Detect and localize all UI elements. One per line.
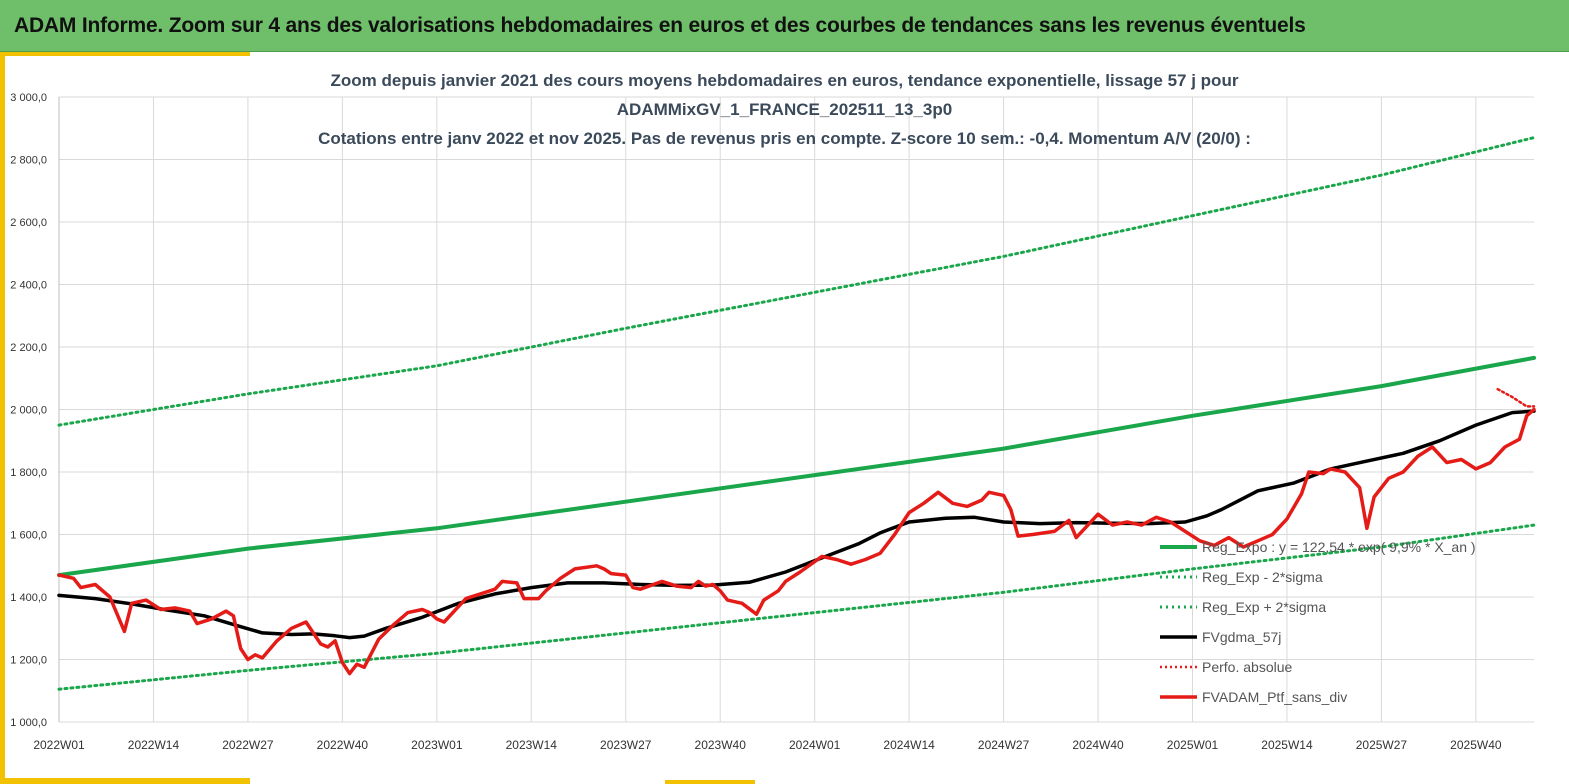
x-tick-label: 2025W14 — [1261, 738, 1313, 752]
x-tick-label: 2025W01 — [1167, 738, 1219, 752]
legend: Reg_Expo : y = 122,54 * exp( 9,9% * X_an… — [1160, 539, 1476, 705]
y-tick-label: 2 200,0 — [10, 342, 47, 354]
series-line-5 — [57, 407, 1536, 676]
y-tick-label: 2 600,0 — [10, 217, 47, 229]
x-tick-label: 2025W40 — [1450, 738, 1502, 752]
series-line-0 — [57, 355, 1536, 578]
series-line-1 — [57, 523, 1536, 691]
x-tick-label: 2023W27 — [600, 738, 652, 752]
x-tick-label: 2022W27 — [222, 738, 274, 752]
y-tick-label: 2 000,0 — [10, 405, 47, 417]
x-tick-label: 2022W14 — [128, 738, 180, 752]
x-tick-label: 2022W01 — [33, 738, 85, 752]
header-bar: ADAM Informe. Zoom sur 4 ans des valoris… — [0, 0, 1569, 52]
chart-title-line-1: Zoom depuis janvier 2021 des cours moyen… — [330, 71, 1239, 90]
y-tick-label: 3 000,0 — [10, 92, 47, 104]
y-tick-label: 2 800,0 — [10, 155, 47, 167]
legend-label-0: Reg_Expo : y = 122,54 * exp( 9,9% * X_an… — [1202, 539, 1476, 555]
y-tick-label: 1 600,0 — [10, 530, 47, 542]
x-tick-label: 2024W01 — [789, 738, 841, 752]
y-tick-label: 1 400,0 — [10, 592, 47, 604]
header-title: ADAM Informe. Zoom sur 4 ans des valoris… — [14, 14, 1306, 37]
x-tick-label: 2022W40 — [317, 738, 369, 752]
legend-label-5: FVADAM_Ptf_sans_div — [1202, 689, 1347, 705]
horizontal-gridlines — [59, 96, 1534, 723]
x-axis-ticks: 2022W01 2022W14 2022W27 2022W40 2023W01 2023W… — [33, 738, 1502, 752]
legend-label-3: FVgdma_57j — [1202, 629, 1281, 645]
legend-label-4: Perfo. absolue — [1202, 659, 1292, 675]
legend-label-1: Reg_Exp - 2*sigma — [1202, 569, 1323, 585]
series-line-2 — [57, 136, 1536, 427]
gold-accent-top — [0, 52, 250, 56]
chart: 1 000,0 1 200,0 1 400,0 1 600,0 1 800,0 2 000… — [10, 92, 1536, 752]
y-tick-label: 1 000,0 — [10, 717, 47, 729]
x-tick-label: 2023W01 — [411, 738, 463, 752]
series-line-4 — [1496, 387, 1536, 408]
gold-accent-bottom-center — [665, 780, 755, 784]
series-line-3 — [57, 409, 1536, 640]
x-tick-label: 2023W40 — [695, 738, 747, 752]
y-tick-label: 1 800,0 — [10, 467, 47, 479]
gold-accent-left — [0, 52, 5, 784]
x-tick-label: 2024W40 — [1072, 738, 1124, 752]
x-tick-label: 2025W27 — [1356, 738, 1408, 752]
x-tick-label: 2024W14 — [883, 738, 935, 752]
gold-accent-bottom — [0, 778, 250, 784]
chart-title-line-2: ADAMMixGV_1_FRANCE_202511_13_3p0 — [616, 100, 953, 119]
x-tick-label: 2024W27 — [978, 738, 1030, 752]
y-tick-label: 1 200,0 — [10, 655, 47, 667]
y-tick-label: 2 400,0 — [10, 280, 47, 292]
y-axis-ticks: 1 000,0 1 200,0 1 400,0 1 600,0 1 800,0 2 000… — [10, 92, 47, 729]
x-tick-label: 2023W14 — [506, 738, 558, 752]
chart-title-line-3: Cotations entre janv 2022 et nov 2025. P… — [318, 129, 1251, 148]
legend-label-2: Reg_Exp + 2*sigma — [1202, 599, 1326, 615]
series-layer — [57, 136, 1536, 691]
